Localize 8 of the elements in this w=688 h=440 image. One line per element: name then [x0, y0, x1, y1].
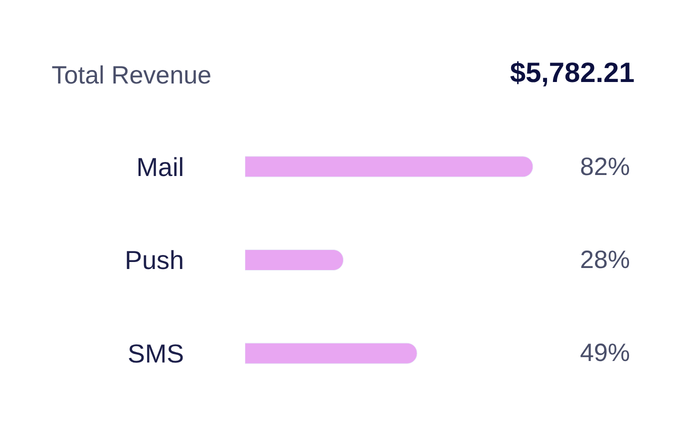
y-tick-label: SMS — [128, 338, 184, 368]
data-label: 28% — [580, 246, 630, 274]
y-tick-label: Mail — [136, 152, 184, 182]
data-label: 49% — [580, 339, 630, 367]
y-tick-label: Push — [124, 245, 184, 276]
text: $5,782.21 — [510, 57, 635, 88]
data-label: 82% — [580, 153, 630, 181]
chart-title: Total Revenue — [52, 62, 212, 90]
